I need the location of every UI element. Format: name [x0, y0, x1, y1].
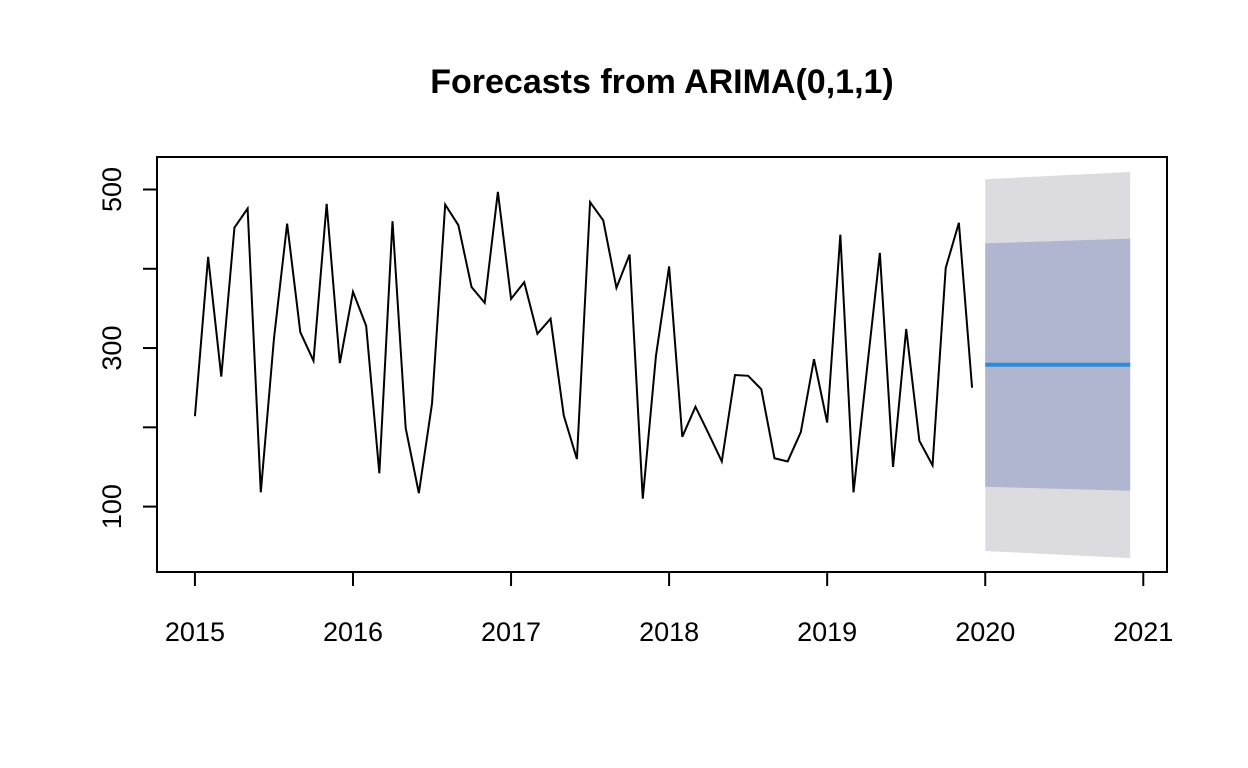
chart-title: Forecasts from ARIMA(0,1,1) [430, 63, 894, 101]
x-tick-label: 2017 [481, 617, 541, 647]
y-tick-label: 300 [97, 326, 127, 371]
series-lines [193, 191, 1131, 499]
x-tick-label: 2015 [165, 617, 225, 647]
x-tick-label: 2019 [797, 617, 857, 647]
x-axis: 2015 2016 2017 2018 2019 2020 2021 [165, 571, 1173, 647]
y-axis: 100 300 500 [97, 167, 158, 529]
history-line [193, 191, 974, 499]
x-tick-label: 2018 [639, 617, 699, 647]
x-tick-label: 2020 [955, 617, 1015, 647]
y-tick-label: 500 [97, 167, 127, 212]
x-tick-label: 2016 [323, 617, 383, 647]
y-tick-label: 100 [97, 484, 127, 529]
x-tick-label: 2021 [1113, 617, 1173, 647]
